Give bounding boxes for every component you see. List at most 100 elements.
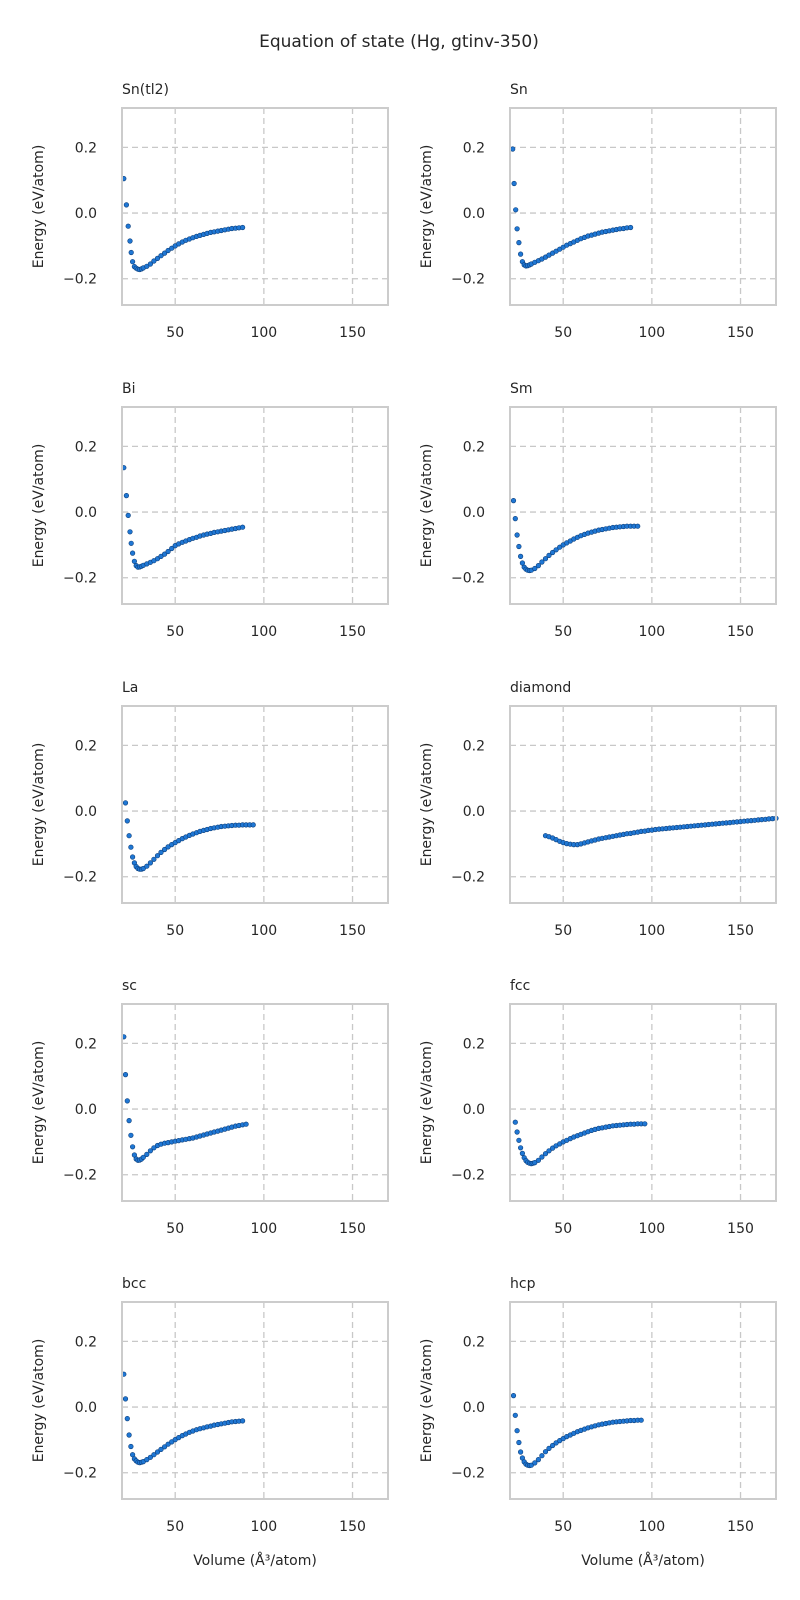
data-point: [162, 551, 168, 557]
data-point: [516, 543, 522, 550]
data-point: [514, 532, 520, 538]
x-axis-label: Volume (Å³/atom): [581, 1552, 705, 1569]
data-point: [539, 1154, 545, 1160]
data-point: [514, 1129, 520, 1135]
data-point: [627, 224, 634, 231]
data-point: [514, 226, 520, 232]
data-point: [519, 1150, 526, 1156]
data-point: [553, 1440, 559, 1446]
data-point: [151, 1145, 157, 1151]
y-tick-label: 0.2: [463, 140, 485, 156]
data-point: [125, 223, 131, 229]
data-point: [124, 1415, 130, 1422]
x-tick-label: 100: [638, 624, 665, 640]
data-point: [140, 1154, 146, 1160]
y-tick-label: 0.0: [75, 1102, 97, 1118]
y-tick-label: −0.2: [451, 1466, 485, 1482]
data-point: [240, 524, 246, 530]
data-point: [240, 1418, 246, 1424]
data-point: [517, 1449, 524, 1455]
y-axis-label: Energy (eV/atom): [419, 1041, 435, 1165]
panel-title: hcp: [510, 1276, 536, 1292]
data-point: [517, 553, 524, 560]
data-point: [123, 493, 129, 499]
y-tick-label: −0.2: [63, 1466, 97, 1482]
data-point: [122, 1396, 129, 1402]
axes-frame: [509, 406, 777, 605]
data-point: [130, 550, 136, 556]
data-point: [517, 251, 524, 257]
data-point: [510, 498, 517, 504]
data-point: [158, 1446, 164, 1452]
x-tick-label: 150: [727, 1221, 754, 1237]
x-tick-label: 50: [554, 923, 572, 939]
panel-title: La: [122, 680, 138, 696]
data-point: [151, 1452, 157, 1458]
x-axis-label: Volume (Å³/atom): [193, 1552, 317, 1569]
axes-frame: [509, 1003, 777, 1202]
data-point: [539, 559, 545, 565]
data-point: [151, 856, 157, 862]
panel-grid: Sn(tl2) 50 100 150 0.2 0.0 −0.2 Energy (eV/atom…: [31, 82, 779, 1569]
data-point: [169, 545, 175, 552]
x-tick-label: 50: [166, 923, 184, 939]
data-point: [124, 1098, 130, 1104]
data-point: [511, 180, 517, 187]
data-point: [154, 1449, 161, 1455]
data-point: [128, 249, 134, 256]
data-point: [158, 253, 164, 259]
x-tick-label: 100: [250, 624, 277, 640]
data-point: [128, 1443, 134, 1450]
y-axis-label: Energy (eV/atom): [419, 444, 435, 568]
data-point: [539, 1453, 545, 1459]
x-tick-label: 100: [638, 1519, 665, 1535]
data-point: [123, 202, 129, 208]
x-tick-label: 150: [727, 624, 754, 640]
data-point: [512, 515, 518, 522]
axes-frame: [121, 406, 389, 605]
data-point: [122, 800, 129, 806]
x-tick-label: 100: [638, 1221, 665, 1237]
panel-sn: Sn 50 100 150 0.2 0.0 −0.2 Energy (eV/atom): [419, 82, 777, 341]
data-point: [162, 1444, 168, 1450]
data-point: [158, 849, 164, 856]
data-point: [165, 1441, 171, 1447]
data-point: [642, 1121, 648, 1127]
x-tick-label: 50: [166, 325, 184, 341]
panel-sm: Sm 50 100 150 0.2 0.0 −0.2 Energy (eV/atom): [419, 381, 777, 640]
axes-frame: [509, 705, 777, 904]
data-point: [126, 1432, 132, 1438]
x-tick-label: 100: [250, 923, 277, 939]
axes-frame: [121, 1003, 389, 1202]
panel-title: diamond: [510, 680, 571, 696]
y-tick-label: −0.2: [451, 571, 485, 587]
data-point: [519, 560, 526, 566]
y-axis-label: Energy (eV/atom): [31, 145, 47, 269]
data-point: [131, 558, 137, 564]
y-axis-label: Energy (eV/atom): [419, 743, 435, 867]
y-axis-label: Energy (eV/atom): [31, 743, 47, 867]
data-point: [516, 1439, 522, 1446]
y-tick-label: 0.0: [75, 804, 97, 820]
x-tick-label: 150: [339, 1221, 366, 1237]
x-tick-label: 150: [339, 325, 366, 341]
data-point: [126, 833, 132, 839]
data-point: [127, 529, 133, 535]
data-point: [542, 1449, 549, 1455]
data-point: [144, 263, 150, 269]
x-tick-label: 100: [250, 325, 277, 341]
y-tick-label: 0.0: [75, 206, 97, 222]
data-point: [128, 540, 134, 546]
x-tick-label: 50: [166, 1221, 184, 1237]
y-tick-label: 0.0: [463, 1102, 485, 1118]
x-tick-label: 150: [339, 1519, 366, 1535]
data-point: [546, 552, 552, 559]
data-point: [553, 547, 559, 553]
panel-title: fcc: [510, 978, 530, 994]
y-tick-label: 0.2: [75, 439, 97, 455]
x-tick-label: 100: [250, 1519, 277, 1535]
x-tick-label: 150: [727, 1519, 754, 1535]
data-point: [546, 1445, 552, 1451]
panel-hcp: hcp 50 100 150 0.2 0.0 −0.2 Energy (eV/atom) Vol…: [419, 1276, 777, 1569]
